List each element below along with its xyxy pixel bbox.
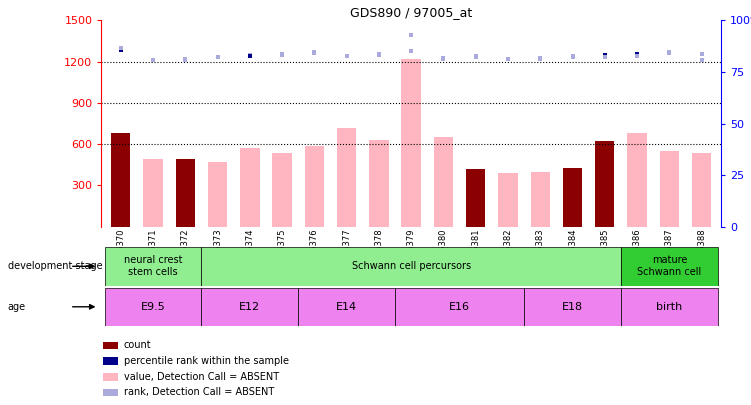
Bar [305, 145, 324, 227]
Bar [499, 173, 517, 227]
Point [502, 56, 514, 63]
Text: E18: E18 [562, 302, 583, 312]
Text: rank, Detection Call = ABSENT: rank, Detection Call = ABSENT [123, 388, 274, 397]
Point [147, 57, 159, 64]
Point [469, 54, 481, 60]
Point [244, 53, 256, 60]
Point [566, 53, 578, 60]
Bar [273, 153, 292, 227]
Point [341, 53, 353, 59]
Point [309, 49, 321, 55]
Point [179, 56, 192, 63]
Bar [104, 288, 201, 326]
Bar [466, 169, 485, 227]
Bar [524, 288, 621, 326]
Point [212, 54, 224, 60]
Bar [208, 162, 228, 227]
Bar [103, 342, 119, 349]
Text: E12: E12 [240, 302, 261, 312]
Bar [621, 288, 718, 326]
Point [502, 56, 514, 62]
Text: development stage: development stage [8, 261, 102, 271]
Bar [111, 133, 131, 227]
Bar [103, 389, 119, 396]
Bar [621, 247, 718, 286]
Text: E9.5: E9.5 [140, 302, 165, 312]
Point [406, 32, 418, 38]
Bar [530, 173, 550, 227]
Point [309, 50, 321, 56]
Bar [201, 247, 621, 286]
Bar [201, 288, 298, 326]
Bar [176, 159, 195, 227]
Point [115, 47, 127, 53]
Point [406, 47, 418, 54]
Point [212, 54, 224, 61]
Bar [240, 148, 260, 227]
Text: neural crest
stem cells: neural crest stem cells [124, 256, 182, 277]
Point [437, 55, 449, 62]
Bar [402, 59, 421, 227]
Point [599, 54, 611, 60]
Bar [337, 128, 356, 227]
Point [663, 49, 675, 56]
Text: birth: birth [656, 302, 683, 312]
Point [599, 51, 611, 58]
Point [115, 45, 127, 52]
Point [244, 52, 256, 59]
Point [276, 51, 288, 58]
Point [631, 51, 643, 57]
Bar [562, 168, 582, 227]
Point [631, 53, 643, 59]
Bar [143, 159, 163, 227]
Text: Schwann cell percursors: Schwann cell percursors [351, 261, 471, 271]
Point [566, 53, 578, 59]
Bar [595, 141, 614, 227]
Point [695, 57, 707, 64]
Point [373, 52, 385, 58]
Point [663, 49, 675, 55]
Text: E14: E14 [336, 302, 357, 312]
Point [276, 52, 288, 58]
Bar [692, 153, 711, 227]
Bar [369, 140, 388, 227]
Text: value, Detection Call = ABSENT: value, Detection Call = ABSENT [123, 372, 279, 382]
Point [469, 53, 481, 60]
Bar [659, 151, 679, 227]
Bar [627, 133, 647, 227]
Bar [104, 247, 201, 286]
Point [341, 53, 353, 60]
Text: E16: E16 [449, 302, 470, 312]
Point [373, 51, 385, 58]
Bar [103, 357, 119, 365]
Point [437, 54, 449, 61]
Text: percentile rank within the sample: percentile rank within the sample [123, 356, 288, 366]
Text: mature
Schwann cell: mature Schwann cell [637, 256, 701, 277]
Point [534, 55, 546, 62]
Point [534, 54, 546, 61]
Bar [434, 137, 453, 227]
Point [695, 50, 707, 57]
Point [179, 57, 192, 64]
Bar [103, 373, 119, 381]
Text: count: count [123, 340, 151, 350]
Title: GDS890 / 97005_at: GDS890 / 97005_at [350, 6, 472, 19]
Point [147, 57, 159, 64]
Bar [395, 288, 524, 326]
Bar [298, 288, 395, 326]
Text: age: age [8, 302, 26, 312]
